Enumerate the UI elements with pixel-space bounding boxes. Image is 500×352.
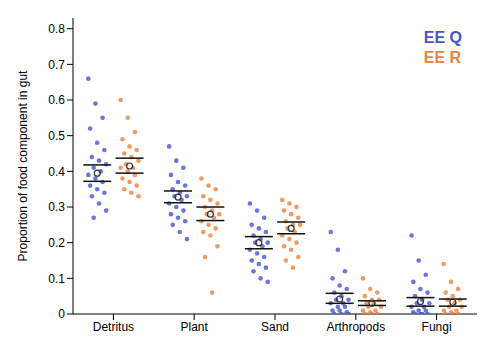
- svg-text:Plant: Plant: [181, 320, 209, 334]
- svg-text:0.1: 0.1: [48, 272, 65, 286]
- svg-text:Sand: Sand: [261, 320, 289, 334]
- svg-text:0.6: 0.6: [48, 93, 65, 107]
- svg-text:Detritus: Detritus: [93, 320, 134, 334]
- svg-text:0.5: 0.5: [48, 129, 65, 143]
- svg-text:0.3: 0.3: [48, 200, 65, 214]
- svg-text:0.7: 0.7: [48, 58, 65, 72]
- svg-text:Fungi: Fungi: [422, 320, 452, 334]
- svg-text:0: 0: [58, 307, 65, 321]
- svg-text:Proportion of food component i: Proportion of food component in gut: [16, 70, 30, 261]
- svg-text:0.2: 0.2: [48, 236, 65, 250]
- svg-text:0.8: 0.8: [48, 22, 65, 36]
- html-text:EE Q: EE Q: [423, 29, 462, 46]
- svg-text:0.4: 0.4: [48, 165, 65, 179]
- html-text:EE R: EE R: [423, 49, 462, 66]
- svg-text:Arthropods: Arthropods: [326, 320, 385, 334]
